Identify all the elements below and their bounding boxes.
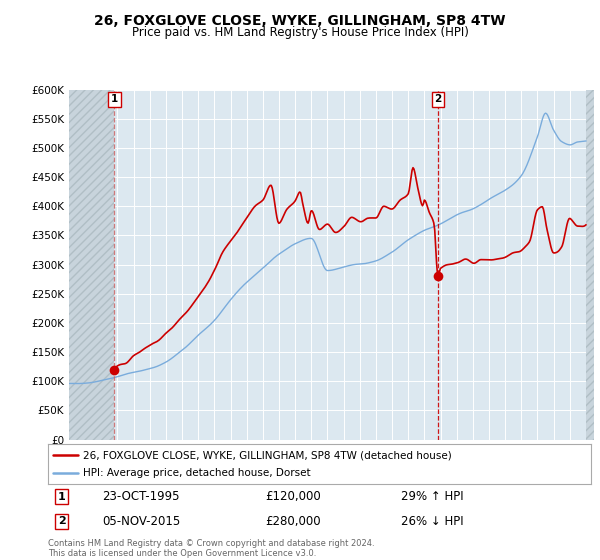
Text: 2: 2	[58, 516, 65, 526]
Text: HPI: Average price, detached house, Dorset: HPI: Average price, detached house, Dors…	[83, 468, 311, 478]
Text: Price paid vs. HM Land Registry's House Price Index (HPI): Price paid vs. HM Land Registry's House …	[131, 26, 469, 39]
Text: Contains HM Land Registry data © Crown copyright and database right 2024.
This d: Contains HM Land Registry data © Crown c…	[48, 539, 374, 558]
Bar	[69, 90, 115, 440]
Text: 1: 1	[58, 492, 65, 502]
Text: 23-OCT-1995: 23-OCT-1995	[103, 490, 180, 503]
Text: 26, FOXGLOVE CLOSE, WYKE, GILLINGHAM, SP8 4TW: 26, FOXGLOVE CLOSE, WYKE, GILLINGHAM, SP…	[94, 14, 506, 28]
Text: 2: 2	[434, 94, 442, 104]
Text: 26% ↓ HPI: 26% ↓ HPI	[401, 515, 464, 528]
Text: 29% ↑ HPI: 29% ↑ HPI	[401, 490, 464, 503]
Text: £280,000: £280,000	[265, 515, 321, 528]
Text: £120,000: £120,000	[265, 490, 321, 503]
Text: 05-NOV-2015: 05-NOV-2015	[103, 515, 181, 528]
Bar	[586, 90, 594, 440]
Text: 1: 1	[111, 94, 118, 104]
Text: 26, FOXGLOVE CLOSE, WYKE, GILLINGHAM, SP8 4TW (detached house): 26, FOXGLOVE CLOSE, WYKE, GILLINGHAM, SP…	[83, 450, 452, 460]
